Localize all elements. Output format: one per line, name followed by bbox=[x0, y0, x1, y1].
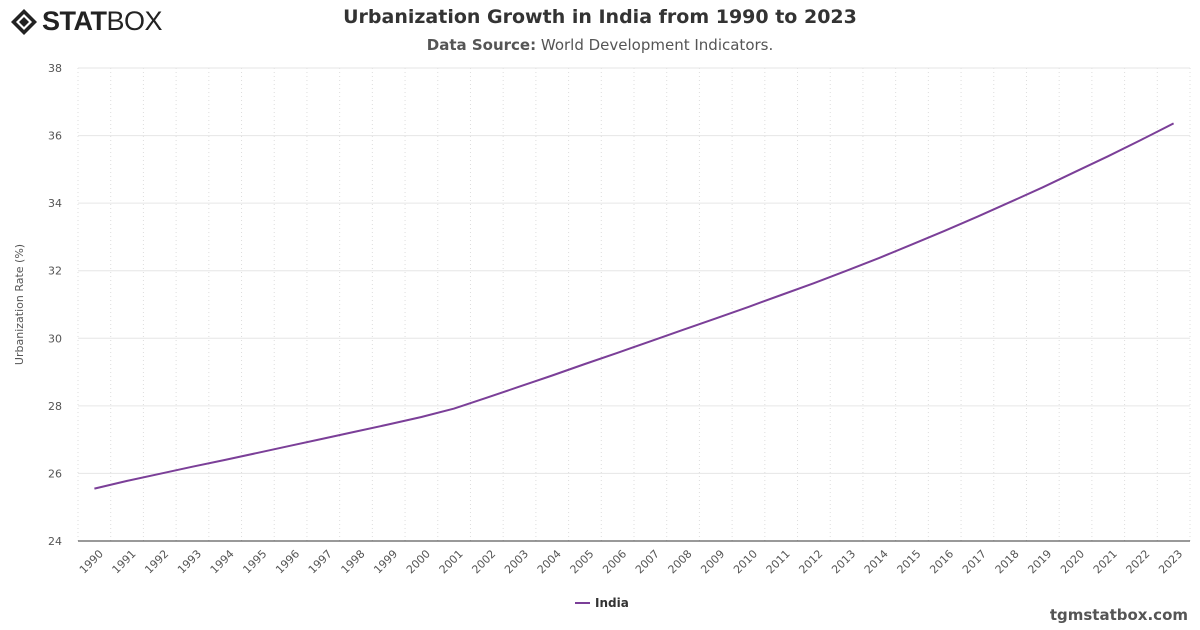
y-tick-label: 28 bbox=[48, 400, 62, 413]
y-tick-label: 34 bbox=[48, 197, 62, 210]
x-tick-label: 2012 bbox=[796, 547, 825, 576]
x-tick-label: 1999 bbox=[371, 547, 400, 576]
footer-site[interactable]: tgmstatbox.com bbox=[1049, 606, 1188, 624]
x-tick-label: 1990 bbox=[77, 547, 106, 576]
x-tick-label: 2018 bbox=[993, 547, 1022, 576]
y-tick-label: 26 bbox=[48, 467, 62, 480]
x-tick-label: 2005 bbox=[568, 547, 597, 576]
series-line-india bbox=[94, 122, 1175, 490]
diamond-logo-icon bbox=[11, 8, 37, 35]
x-tick-label: 1996 bbox=[273, 547, 302, 576]
x-tick-label: 1994 bbox=[208, 547, 237, 576]
x-tick-label: 2011 bbox=[764, 547, 793, 576]
x-tick-label: 2001 bbox=[437, 547, 466, 576]
x-tick-label: 2006 bbox=[600, 547, 629, 576]
legend-label: India bbox=[595, 596, 629, 610]
x-tick-label: 2017 bbox=[960, 547, 989, 576]
x-tick-label: 2021 bbox=[1091, 547, 1120, 576]
y-tick-label: 36 bbox=[48, 130, 62, 143]
x-tick-label: 2008 bbox=[666, 547, 695, 576]
x-tick-label: 1998 bbox=[339, 547, 368, 576]
subtitle-label: Data Source: bbox=[426, 36, 537, 54]
y-tick-label: 24 bbox=[48, 535, 62, 548]
x-tick-label: 1992 bbox=[142, 547, 171, 576]
x-tick-label: 1991 bbox=[110, 547, 139, 576]
chart-title: Urbanization Growth in India from 1990 t… bbox=[343, 6, 857, 28]
logo-text-light: BOX bbox=[106, 6, 163, 36]
x-tick-label: 1995 bbox=[240, 547, 269, 576]
x-tick-label: 2023 bbox=[1156, 547, 1185, 576]
x-tick-label: 1997 bbox=[306, 547, 335, 576]
x-tick-label: 2022 bbox=[1124, 547, 1153, 576]
x-tick-label: 2010 bbox=[731, 547, 760, 576]
statbox-logo: STATBOX bbox=[10, 6, 163, 37]
x-tick-label: 2014 bbox=[862, 547, 891, 576]
x-tick-label: 2007 bbox=[633, 547, 662, 576]
logo-text-bold: STAT bbox=[42, 6, 107, 36]
x-tick-label: 2015 bbox=[895, 547, 924, 576]
x-tick-label: 2009 bbox=[698, 547, 727, 576]
x-tick-label: 2019 bbox=[1025, 547, 1054, 576]
y-tick-label: 38 bbox=[48, 62, 62, 75]
x-tick-label: 2002 bbox=[469, 547, 498, 576]
x-tick-label: 2000 bbox=[404, 547, 433, 576]
x-tick-label: 2003 bbox=[502, 547, 531, 576]
y-tick-label: 30 bbox=[48, 332, 62, 345]
y-tick-label: 32 bbox=[48, 265, 62, 278]
y-axis-label: Urbanization Rate (%) bbox=[13, 244, 26, 365]
x-tick-label: 2004 bbox=[535, 547, 564, 576]
x-tick-label: 2020 bbox=[1058, 547, 1087, 576]
x-tick-label: 2016 bbox=[927, 547, 956, 576]
x-tick-label: 2013 bbox=[829, 547, 858, 576]
chart-subtitle: Data Source: World Development Indicator… bbox=[0, 36, 1200, 54]
x-tick-label: 1993 bbox=[175, 547, 204, 576]
subtitle-value: World Development Indicators. bbox=[540, 36, 774, 54]
